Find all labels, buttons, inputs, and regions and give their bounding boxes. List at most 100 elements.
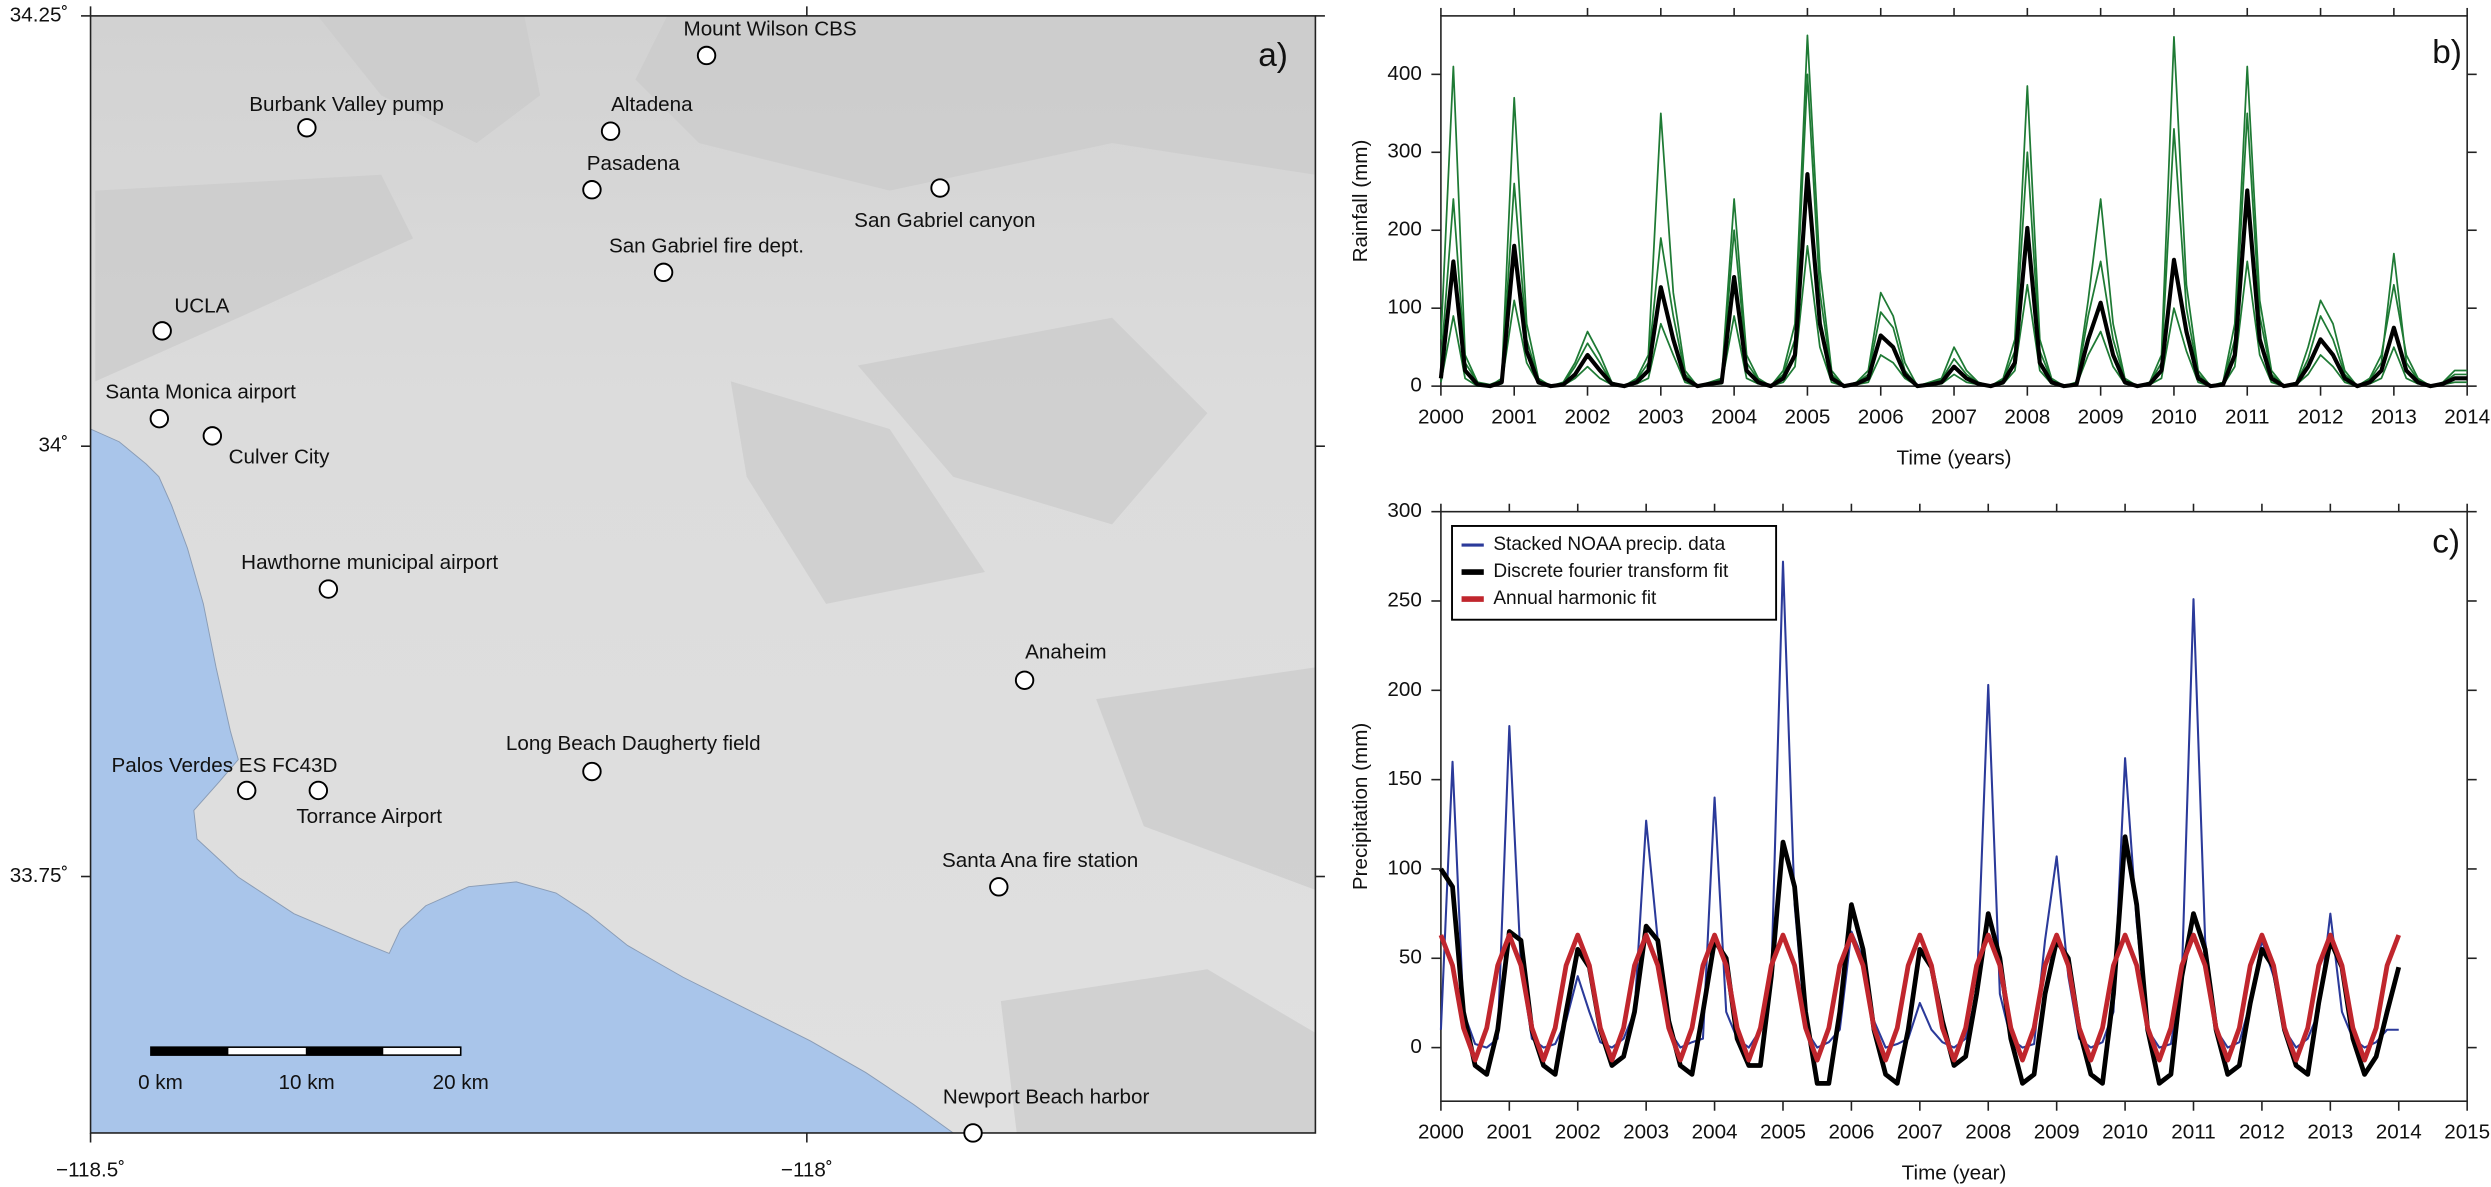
x-tick-label: 2015 xyxy=(2444,1120,2490,1143)
station-label: Long Beach Daugherty field xyxy=(506,732,761,755)
station-label: Culver City xyxy=(229,446,331,469)
series-line xyxy=(1438,172,2468,389)
panel-label: a) xyxy=(1258,37,1288,74)
station-label: Anaheim xyxy=(1025,641,1106,664)
series-line xyxy=(1440,34,2468,388)
legend-label: Stacked NOAA precip. data xyxy=(1493,534,1725,555)
plot-frame xyxy=(1440,510,2468,1102)
x-tick-label: 2003 xyxy=(1623,1120,1669,1143)
x-tick-label: 2011 xyxy=(2225,405,2269,428)
station-label: UCLA xyxy=(174,294,229,317)
panel-label: b) xyxy=(2432,34,2462,71)
y-tick-label: 300 xyxy=(1387,499,1421,522)
station-label: Palos Verdes ES FC43D xyxy=(111,754,337,777)
y-axis-label: Precipitation (mm) xyxy=(1349,723,1372,890)
x-tick-label: 2014 xyxy=(2376,1120,2422,1143)
x-tick-label: 2004 xyxy=(1692,1120,1738,1143)
station-label: Hawthorne municipal airport xyxy=(241,551,498,574)
x-tick-label: 2005 xyxy=(1760,1120,1806,1143)
station xyxy=(1014,670,1035,690)
x-tick-label: 2008 xyxy=(2004,405,2050,428)
legend-label: Discrete fourier transform fit xyxy=(1493,561,1729,582)
series-line xyxy=(1439,560,2399,1049)
y-tick-label: 100 xyxy=(1387,856,1421,879)
scale-bar-segment xyxy=(305,1047,384,1056)
series-line xyxy=(1438,932,2401,1063)
station-label: Santa Monica airport xyxy=(105,381,296,404)
x-tick-label: 2009 xyxy=(2078,405,2124,428)
station xyxy=(297,118,317,138)
x-tick-label: 2007 xyxy=(1897,1120,1943,1143)
y-tick-label: 100 xyxy=(1387,296,1421,319)
x-tick-label: 2005 xyxy=(1784,405,1830,428)
x-tick-label: 2000 xyxy=(1418,1120,1464,1143)
ocean xyxy=(90,428,955,1133)
station-label: Newport Beach harbor xyxy=(943,1085,1150,1108)
map-frame xyxy=(89,15,1317,1134)
station xyxy=(582,180,602,200)
y-axis-label: Rainfall (mm) xyxy=(1349,140,1372,263)
x-tick-label: 2002 xyxy=(1555,1120,1601,1143)
station xyxy=(930,178,950,198)
x-tick-label: 2011 xyxy=(2171,1120,2215,1143)
station xyxy=(318,579,339,599)
scale-label: 0 km xyxy=(138,1071,183,1094)
x-tick-label: 2002 xyxy=(1565,405,1611,428)
station xyxy=(582,761,602,782)
x-tick-label: 2008 xyxy=(1965,1120,2011,1143)
x-tick-label: 2001 xyxy=(1486,1120,1532,1143)
station xyxy=(963,1123,983,1143)
x-tick-label: 2003 xyxy=(1638,405,1684,428)
x-tick-label: 2006 xyxy=(1858,405,1904,428)
x-tick-label: 2009 xyxy=(2034,1120,2080,1143)
y-tick-label: 34˚ xyxy=(38,434,68,457)
station xyxy=(653,262,674,283)
y-tick-label: 33.75˚ xyxy=(10,864,69,887)
y-tick-label: 0 xyxy=(1410,374,1421,397)
legend-frame xyxy=(1451,525,1778,621)
station xyxy=(152,321,172,341)
relief xyxy=(95,15,1316,1133)
x-tick-label: 2013 xyxy=(2371,405,2417,428)
station xyxy=(237,780,257,801)
station-label: Pasadena xyxy=(587,152,680,175)
legend-label: Annual harmonic fit xyxy=(1493,588,1657,609)
station-label: Torrance Airport xyxy=(296,805,442,828)
station-label: San Gabriel canyon xyxy=(854,209,1035,232)
station xyxy=(696,45,717,66)
y-tick-label: 200 xyxy=(1387,678,1421,701)
y-tick-label: 200 xyxy=(1387,218,1421,241)
x-axis-label: Time (years) xyxy=(1897,447,2012,470)
x-tick-label: 2013 xyxy=(2307,1120,2353,1143)
x-tick-label: −118˚ xyxy=(781,1159,833,1182)
station-label: Altadena xyxy=(611,93,693,116)
station xyxy=(989,877,1009,897)
station xyxy=(308,780,329,801)
scale-label: 20 km xyxy=(433,1071,489,1094)
x-tick-label: 2007 xyxy=(1931,405,1977,428)
x-tick-label: 2014 xyxy=(2444,405,2490,428)
x-tick-label: 2012 xyxy=(2298,405,2344,428)
scale-bar-segment xyxy=(150,1047,229,1056)
panel-label: c) xyxy=(2432,523,2460,560)
map-background xyxy=(90,15,1316,1133)
series-line xyxy=(1440,73,2468,388)
scale-bar: 0 km 10 km 20 km xyxy=(138,1046,489,1094)
y-tick-label: 150 xyxy=(1387,767,1421,790)
series-line xyxy=(1438,834,2402,1086)
x-tick-label: 2010 xyxy=(2102,1120,2148,1143)
y-tick-label: 400 xyxy=(1387,62,1421,85)
x-axis-label: Time (year) xyxy=(1902,1162,2007,1185)
y-tick-label: 250 xyxy=(1387,588,1421,611)
y-tick-label: 50 xyxy=(1399,946,1422,969)
x-tick-label: −118.5˚ xyxy=(56,1159,125,1182)
station-label: Santa Ana fire station xyxy=(942,849,1138,872)
station-label: Mount Wilson CBS xyxy=(684,18,857,41)
station-label: San Gabriel fire dept. xyxy=(609,234,804,257)
x-tick-label: 2010 xyxy=(2151,405,2197,428)
station-label: Burbank Valley pump xyxy=(249,93,444,116)
station xyxy=(600,121,621,141)
x-tick-label: 2006 xyxy=(1828,1120,1874,1143)
